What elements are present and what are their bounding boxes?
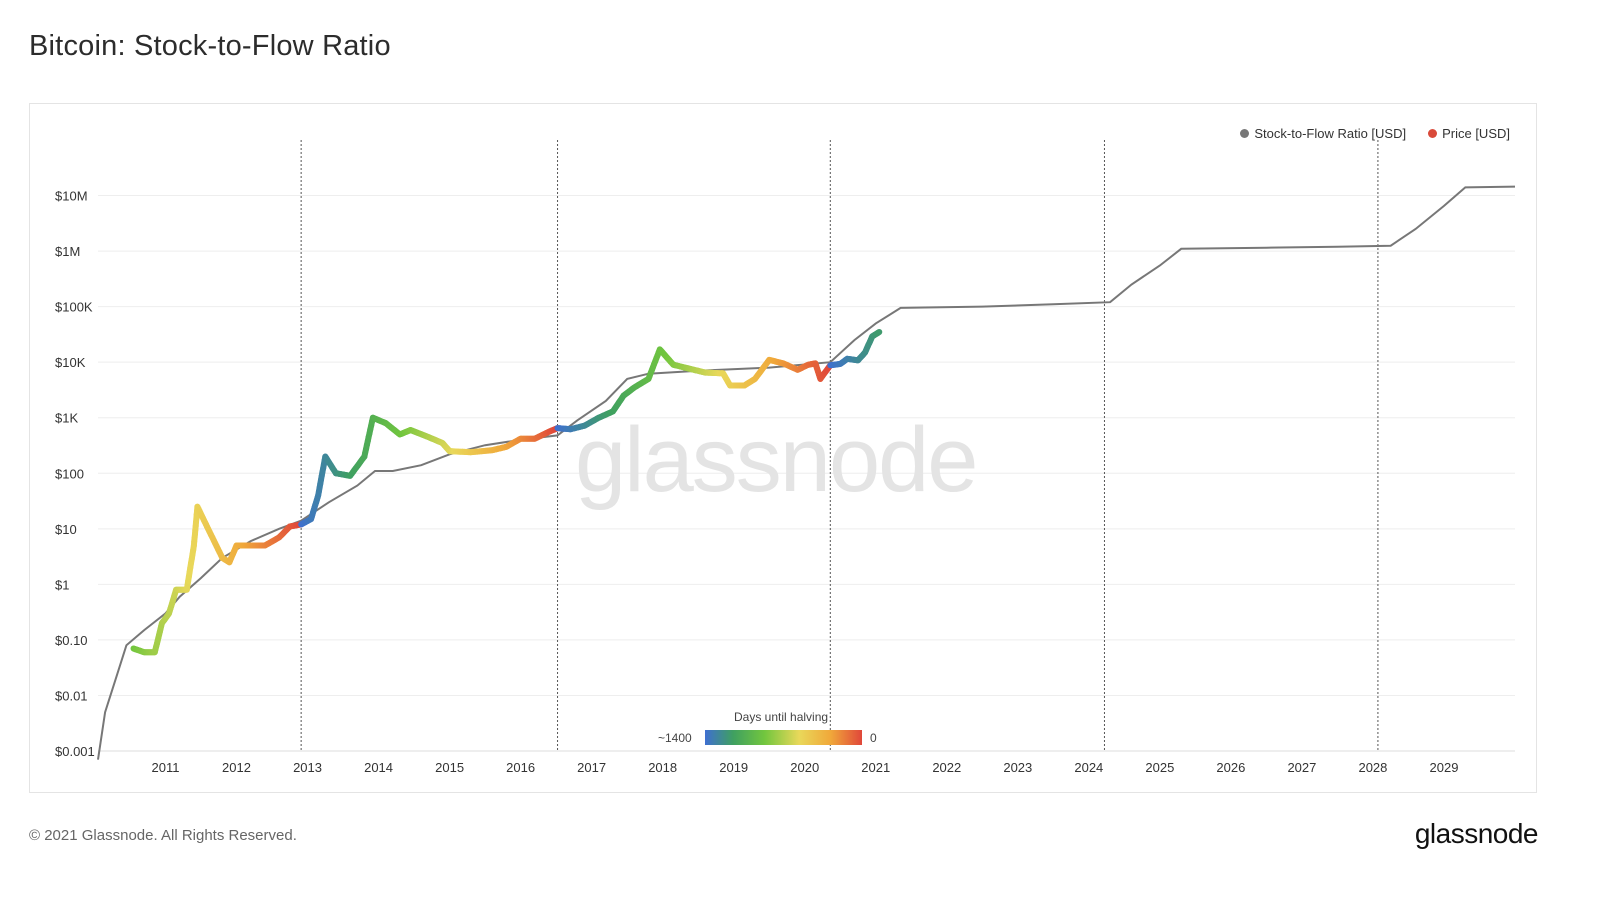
watermark: glassnode xyxy=(575,409,978,511)
x-tick-label: 2011 xyxy=(151,760,179,775)
stock-to-flow-series xyxy=(97,185,1516,760)
footer-copyright: © 2021 Glassnode. All Rights Reserved. xyxy=(29,827,297,844)
y-tick-label: $10M xyxy=(55,189,88,204)
colorbar-max-label: 0 xyxy=(870,731,877,745)
y-tick-label: $100K xyxy=(55,300,93,315)
x-tick-label: 2012 xyxy=(222,760,251,775)
legend-label: Stock-to-Flow Ratio [USD] xyxy=(1254,126,1407,141)
y-tick-label: $1K xyxy=(55,411,78,426)
x-tick-label: 2019 xyxy=(719,760,748,775)
x-tick-label: 2024 xyxy=(1074,760,1103,775)
y-tick-label: $10K xyxy=(55,355,86,370)
x-tick-label: 2028 xyxy=(1358,760,1387,775)
legend-dot-icon xyxy=(1240,129,1250,138)
x-tick-label: 2016 xyxy=(506,760,535,775)
x-tick-label: 2013 xyxy=(293,760,322,775)
y-axis-ticks: $0.001 $0.01 $0.10 $1 $10 $100 $1K $10K $100K $1M… xyxy=(55,189,95,759)
x-tick-label: 2017 xyxy=(577,760,606,775)
x-tick-label: 2021 xyxy=(861,760,890,775)
legend-item-price[interactable]: Price [USD] xyxy=(1428,126,1510,141)
y-tick-label: $10 xyxy=(55,522,77,537)
halving-lines xyxy=(300,140,1379,751)
y-tick-label: $0.10 xyxy=(55,633,88,648)
x-tick-label: 2025 xyxy=(1145,760,1174,775)
chart-frame xyxy=(29,103,1537,793)
legend-dot-icon xyxy=(1428,129,1438,138)
colorbar-gradient xyxy=(705,730,862,745)
x-tick-label: 2015 xyxy=(435,760,464,775)
x-tick-label: 2020 xyxy=(790,760,819,775)
y-tick-label: $1 xyxy=(55,577,69,592)
x-tick-label: 2023 xyxy=(1003,760,1032,775)
y-tick-label: $0.01 xyxy=(55,688,88,703)
footer-brand-logo[interactable]: glassnode xyxy=(1414,818,1539,849)
colorbar-min-label: ~1400 xyxy=(658,731,692,745)
y-tick-label: $1M xyxy=(55,244,80,259)
x-axis-ticks: 2011 2012 2013 2014 2015 2016 2017 2018 2019 2020… xyxy=(151,760,1458,775)
x-tick-label: 2026 xyxy=(1216,760,1245,775)
legend-label: Price [USD] xyxy=(1442,126,1510,141)
x-tick-label: 2014 xyxy=(364,760,393,775)
y-tick-label: $100 xyxy=(55,466,84,481)
x-tick-label: 2022 xyxy=(932,760,961,775)
grid-layer xyxy=(98,195,1515,752)
x-tick-label: 2029 xyxy=(1430,760,1459,775)
x-tick-label: 2018 xyxy=(648,760,677,775)
price-series xyxy=(130,329,883,656)
stock-to-flow-line xyxy=(97,185,1516,760)
page-title: Bitcoin: Stock-to-Flow Ratio xyxy=(29,30,391,62)
x-tick-label: 2027 xyxy=(1287,760,1316,775)
y-tick-label: $0.001 xyxy=(55,744,95,759)
legend: Stock-to-Flow Ratio [USD] Price [USD] xyxy=(1240,126,1510,141)
legend-item-stock-to-flow[interactable]: Stock-to-Flow Ratio [USD] xyxy=(1240,126,1406,141)
colorbar: Days until halving ~1400 0 xyxy=(650,708,890,748)
colorbar-title: Days until halving xyxy=(734,710,829,724)
